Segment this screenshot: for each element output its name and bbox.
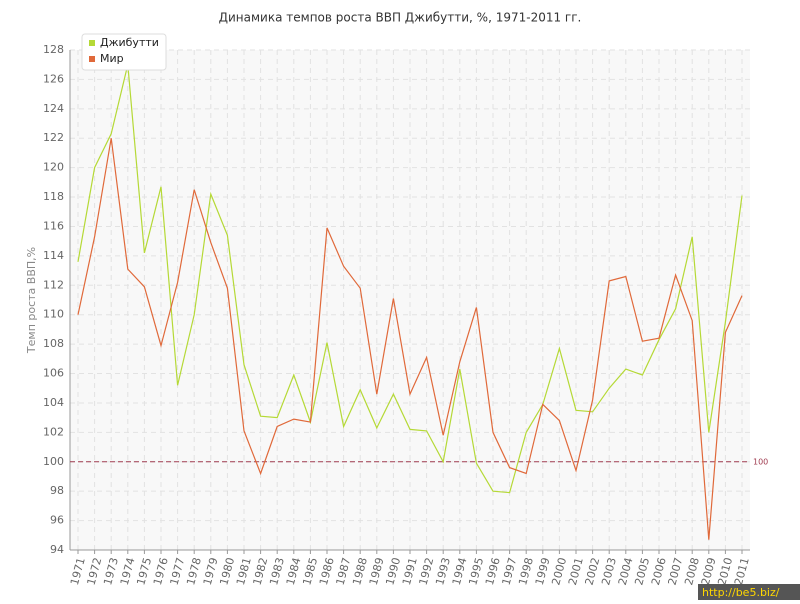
y-tick-label: 122 xyxy=(43,131,64,144)
y-tick-label: 112 xyxy=(43,278,64,291)
y-tick-label: 116 xyxy=(43,219,64,232)
y-tick-label: 110 xyxy=(43,308,64,321)
series-line xyxy=(77,138,743,540)
watermark: http://be5.biz/ xyxy=(702,586,780,599)
y-tick-label: 102 xyxy=(43,425,64,438)
legend-label: Джибутти xyxy=(100,36,159,49)
legend-label: Мир xyxy=(100,52,124,65)
y-tick-label: 124 xyxy=(43,102,64,115)
y-tick-label: 118 xyxy=(43,190,64,203)
chart-title: Динамика темпов роста ВВП Джибутти, %, 1… xyxy=(219,11,582,25)
y-tick-label: 114 xyxy=(43,249,64,262)
y-tick-label: 100 xyxy=(43,455,64,468)
y-tick-label: 108 xyxy=(43,337,64,350)
y-tick-label: 128 xyxy=(43,43,64,56)
y-tick-label: 106 xyxy=(43,367,64,380)
y-tick-label: 94 xyxy=(50,543,64,556)
y-axis-label: Темп роста ВВП,% xyxy=(25,247,38,354)
legend-box xyxy=(81,33,167,71)
legend-swatch xyxy=(89,56,95,62)
reference-label: 100 xyxy=(753,457,768,466)
y-tick-label: 120 xyxy=(43,161,64,174)
x-tick-label: 2011 xyxy=(732,556,752,586)
y-tick-label: 104 xyxy=(43,396,64,409)
legend-swatch xyxy=(89,40,95,46)
series-line xyxy=(77,64,743,494)
y-tick-label: 98 xyxy=(50,484,64,497)
watermark-bg xyxy=(698,584,800,600)
y-tick-label: 96 xyxy=(50,514,64,527)
y-tick-label: 126 xyxy=(43,72,64,85)
